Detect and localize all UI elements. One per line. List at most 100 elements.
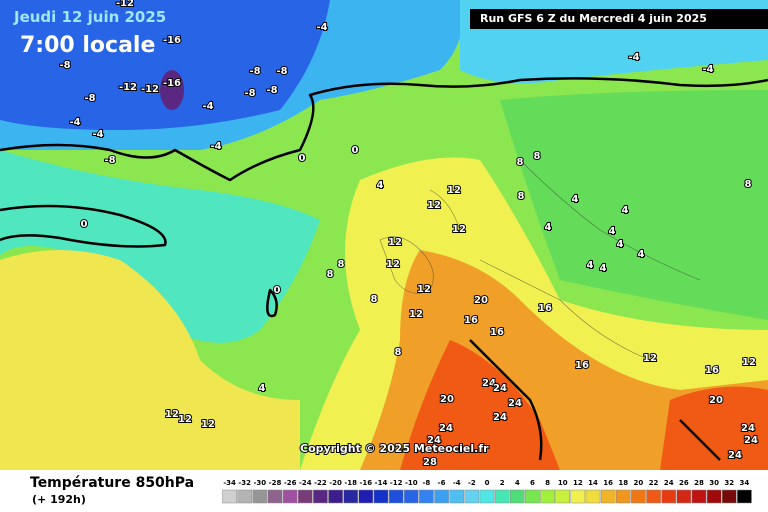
scale-label: 32 xyxy=(724,479,734,487)
contour-label: 4 xyxy=(377,180,384,191)
scale-label: -6 xyxy=(438,479,446,487)
contour-label: 28 xyxy=(423,457,437,468)
scale-swatch xyxy=(600,489,616,504)
contour-label: 20 xyxy=(709,395,723,406)
legend-title: Température 850hPa xyxy=(30,475,194,491)
contour-label: 8 xyxy=(371,294,378,305)
scale-label: -12 xyxy=(390,479,403,487)
contour-label: 12 xyxy=(643,353,657,364)
contour-label: -12 xyxy=(116,0,134,9)
scale-swatch xyxy=(646,489,661,504)
scale-swatch xyxy=(373,489,389,504)
scale-label: -30 xyxy=(254,479,267,487)
contour-label: -8 xyxy=(266,85,277,96)
contour-label: 12 xyxy=(742,357,756,368)
scale-swatch xyxy=(343,489,359,504)
contour-label: 12 xyxy=(447,185,461,196)
contour-label: 12 xyxy=(165,409,179,420)
contour-label: 4 xyxy=(600,263,607,274)
contour-label: 8 xyxy=(518,191,525,202)
scale-label: 12 xyxy=(573,479,583,487)
copyright: Copyright © 2025 Meteociel.fr xyxy=(300,442,489,455)
contour-label: 24 xyxy=(439,423,453,434)
scale-label: -22 xyxy=(314,479,327,487)
scale-swatch xyxy=(525,489,540,504)
run-info: Run GFS 6 Z du Mercredi 4 juin 2025 xyxy=(480,12,707,25)
contour-label: 20 xyxy=(474,295,488,306)
contour-label: -4 xyxy=(628,52,639,63)
scale-swatch xyxy=(494,489,510,504)
contour-label: 0 xyxy=(299,153,306,164)
contour-label: -4 xyxy=(92,129,103,140)
contour-label: 8 xyxy=(395,347,402,358)
contour-label: 12 xyxy=(409,309,423,320)
scale-label: 16 xyxy=(603,479,613,487)
contour-label: 8 xyxy=(517,157,524,168)
contour-label: -8 xyxy=(84,93,95,104)
scale-swatch xyxy=(585,489,601,504)
contour-label: -12 xyxy=(141,84,159,95)
scale-label: 0 xyxy=(485,479,490,487)
contour-label: 12 xyxy=(178,414,192,425)
scale-swatch xyxy=(691,489,707,504)
scale-label: -18 xyxy=(344,479,357,487)
scale-label: -4 xyxy=(453,479,461,487)
contour-label: 16 xyxy=(464,315,478,326)
contour-label: 8 xyxy=(327,269,334,280)
scale-swatch xyxy=(631,489,646,504)
scale-label: -26 xyxy=(284,479,297,487)
contour-label: -8 xyxy=(59,60,70,71)
contour-label: 4 xyxy=(259,383,266,394)
scale-swatch xyxy=(403,489,419,504)
scale-swatch xyxy=(328,489,343,504)
scale-label: -20 xyxy=(329,479,342,487)
scale-label: -8 xyxy=(423,479,431,487)
contour-label: 12 xyxy=(417,284,431,295)
scale-label: -16 xyxy=(360,479,373,487)
scale-swatch xyxy=(449,489,465,504)
contour-label: 24 xyxy=(493,412,507,423)
contour-label: 8 xyxy=(534,151,541,162)
forecast-time: 7:00 locale xyxy=(20,33,155,58)
coastlines xyxy=(0,77,768,461)
contour-label: 8 xyxy=(338,259,345,270)
contour-label: -8 xyxy=(276,66,287,77)
scale-swatch xyxy=(419,489,434,504)
contour-label: 4 xyxy=(638,249,645,260)
scale-label: 14 xyxy=(588,479,598,487)
scale-swatch xyxy=(252,489,268,504)
contour-label: 12 xyxy=(388,237,402,248)
scale-swatch xyxy=(661,489,677,504)
contour-label: 24 xyxy=(482,378,496,389)
contour-label: 16 xyxy=(575,360,589,371)
scale-label: 4 xyxy=(515,479,520,487)
contour-label: 4 xyxy=(587,260,594,271)
scale-swatch xyxy=(570,489,586,504)
contour-label: -8 xyxy=(249,66,260,77)
scale-label: -28 xyxy=(269,479,282,487)
scale-swatch xyxy=(267,489,283,504)
scale-label: -2 xyxy=(468,479,476,487)
scale-label: 10 xyxy=(558,479,568,487)
contour-label: 16 xyxy=(538,303,552,314)
lead-time: (+ 192h) xyxy=(32,493,86,506)
scale-label: 18 xyxy=(618,479,628,487)
contour-label: -4 xyxy=(210,141,221,152)
scale-label: 6 xyxy=(530,479,535,487)
scale-swatch xyxy=(555,489,571,504)
forecast-date: Jeudi 12 juin 2025 xyxy=(13,8,166,26)
contour-label: 8 xyxy=(745,179,752,190)
color-scale: -34 -32 -30 -28 -26 -24 -22 -20 -18 -16 -14 -12 -10-… xyxy=(222,479,752,504)
contour-label: 24 xyxy=(741,423,755,434)
contour-label: 16 xyxy=(490,327,504,338)
contour-label: 4 xyxy=(622,205,629,216)
contour-label: -4 xyxy=(202,101,213,112)
contour-label: 12 xyxy=(201,419,215,430)
contour-label: 4 xyxy=(545,222,552,233)
scale-label: -24 xyxy=(299,479,312,487)
scale-label: 22 xyxy=(649,479,659,487)
scale-swatch xyxy=(282,489,298,504)
scale-swatch xyxy=(388,489,404,504)
contour-label: 16 xyxy=(705,365,719,376)
